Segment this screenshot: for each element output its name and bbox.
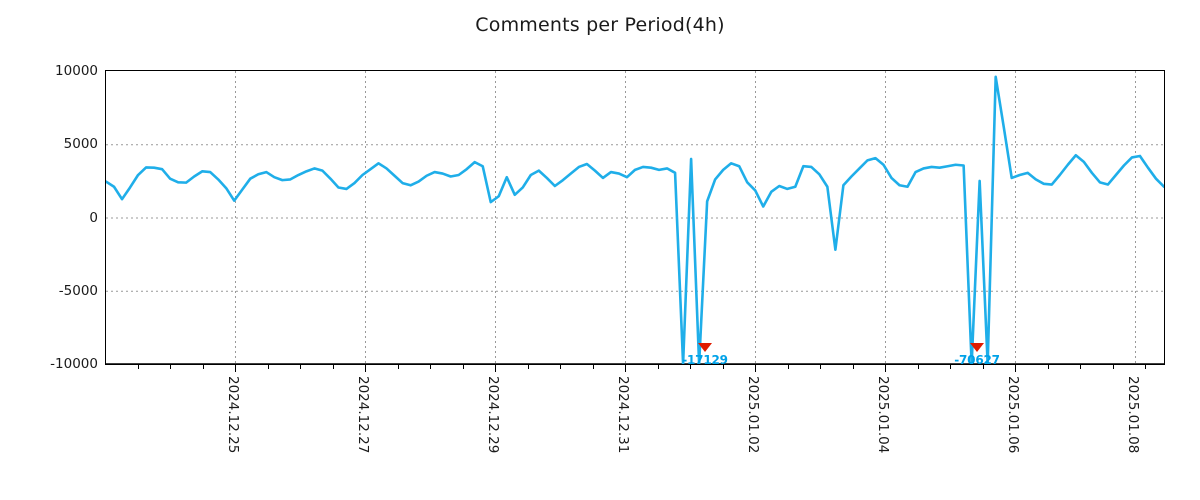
x-tick-mark-minor (528, 365, 529, 369)
x-tick-mark-major (495, 365, 496, 372)
x-tick-mark-minor (593, 365, 594, 369)
x-tick-mark-minor (1080, 365, 1081, 369)
x-tick-label: 2025.01.04 (875, 376, 891, 454)
x-tick-mark-minor (398, 365, 399, 369)
x-tick-mark-minor (918, 365, 919, 369)
plot-area (105, 70, 1165, 365)
x-tick-label: 2025.01.06 (1005, 376, 1021, 454)
chart-title: Comments per Period(4h) (475, 14, 725, 36)
x-tick-mark-minor (983, 365, 984, 369)
x-tick-mark-minor (463, 365, 464, 369)
x-tick-mark-minor (333, 365, 334, 369)
x-tick-label: 2025.01.08 (1125, 376, 1141, 454)
x-tick-mark-minor (560, 365, 561, 369)
y-tick-label: 0 (89, 209, 98, 226)
x-tick-mark-major (235, 365, 236, 372)
clipped-point-marker (698, 343, 712, 352)
x-tick-mark-major (625, 365, 626, 372)
x-tick-mark-major (885, 365, 886, 372)
plot-inner (106, 71, 1164, 364)
gridlines (106, 71, 1164, 364)
x-tick-mark-minor (203, 365, 204, 369)
x-tick-label: 2024.12.27 (355, 376, 371, 454)
x-tick-mark-minor (300, 365, 301, 369)
y-tick-label: 10000 (55, 63, 98, 79)
x-tick-mark-major (365, 365, 366, 372)
x-tick-mark-minor (430, 365, 431, 369)
x-tick-label: 2024.12.25 (225, 376, 241, 454)
x-tick-label: 2024.12.31 (615, 376, 631, 454)
x-tick-mark-minor (723, 365, 724, 369)
x-tick-mark-minor (1113, 365, 1114, 369)
y-tick-label: 5000 (63, 136, 98, 153)
data-series-line (106, 75, 1164, 364)
annotation-label: -17129 (682, 353, 728, 367)
y-tick-label: -10000 (50, 356, 98, 372)
x-tick-label: 2025.01.02 (745, 376, 761, 454)
x-tick-mark-minor (853, 365, 854, 369)
series-path (106, 75, 1164, 364)
clipped-point-marker (970, 343, 984, 352)
x-tick-mark-minor (658, 365, 659, 369)
x-tick-mark-minor (690, 365, 691, 369)
x-tick-mark-minor (1145, 365, 1146, 369)
x-tick-mark-minor (1048, 365, 1049, 369)
x-tick-mark-major (1015, 365, 1016, 372)
x-tick-mark-minor (138, 365, 139, 369)
y-tick-label: -5000 (58, 282, 98, 299)
x-tick-mark-minor (170, 365, 171, 369)
x-tick-mark-minor (820, 365, 821, 369)
x-tick-mark-minor (788, 365, 789, 369)
x-tick-label: 2024.12.29 (485, 376, 501, 454)
x-tick-mark-major (755, 365, 756, 372)
x-tick-mark-minor (268, 365, 269, 369)
x-tick-mark-minor (950, 365, 951, 369)
annotation-label: -70627 (954, 353, 1000, 367)
